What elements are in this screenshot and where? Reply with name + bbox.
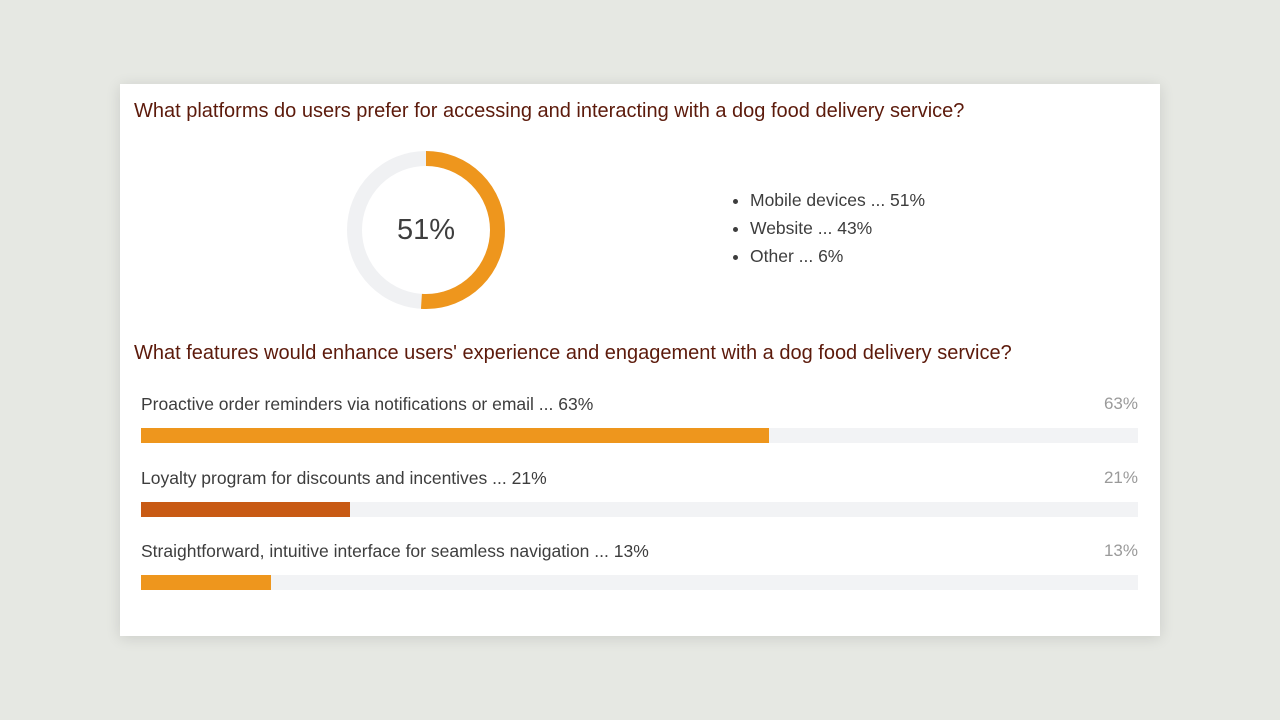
platforms-question-title: What platforms do users prefer for acces…: [134, 100, 965, 122]
legend-item-website: Website ... 43%: [750, 216, 925, 244]
bar-label: Proactive order reminders via notificati…: [141, 394, 594, 414]
bar-value-label: 21%: [1103, 468, 1138, 487]
legend-item-mobile-devices: Mobile devices ... 51%: [750, 188, 925, 216]
bar-track: [141, 428, 1138, 443]
feature-row-intuitive-interface: Straightforward, intuitive interface for…: [141, 541, 1138, 603]
feature-row-order-reminders: Proactive order reminders via notificati…: [141, 394, 1138, 456]
platforms-legend: Mobile devices ... 51% Website ... 43% O…: [732, 188, 925, 272]
features-question-title: What features would enhance users' exper…: [134, 342, 1012, 364]
bar-track: [141, 575, 1138, 590]
platforms-donut-chart: 51%: [347, 151, 505, 309]
bar-label: Loyalty program for discounts and incent…: [141, 468, 547, 488]
bar-fill-order-reminders: [141, 428, 770, 443]
donut-center-label: 51%: [396, 213, 456, 246]
feature-row-loyalty-program: Loyalty program for discounts and incent…: [141, 468, 1138, 530]
survey-results-card: What platforms do users prefer for acces…: [120, 84, 1160, 636]
bar-fill-intuitive-interface: [141, 575, 271, 590]
donut-svg: [347, 151, 505, 309]
bar-fill-loyalty-program: [141, 502, 351, 517]
bar-label: Straightforward, intuitive interface for…: [141, 541, 649, 561]
bar-value-label: 63%: [1103, 394, 1138, 413]
bar-value-label: 13%: [1103, 541, 1138, 560]
donut-value-arc: [347, 151, 505, 309]
bar-track: [141, 502, 1138, 517]
legend-item-other: Other ... 6%: [750, 244, 925, 272]
